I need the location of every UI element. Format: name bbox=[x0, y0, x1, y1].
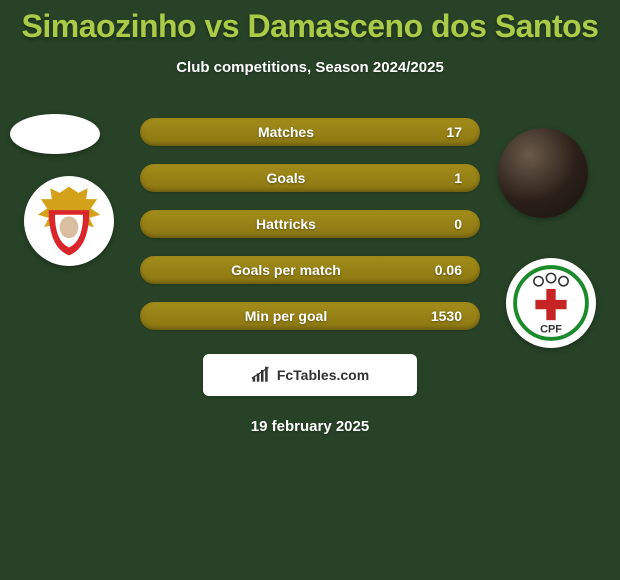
stat-bar: Goals 1 bbox=[140, 164, 480, 192]
club-left-badge bbox=[24, 176, 114, 266]
stat-label: Min per goal bbox=[158, 308, 414, 324]
stat-label: Goals per match bbox=[158, 262, 414, 278]
stat-label: Hattricks bbox=[158, 216, 414, 232]
stat-value: 0 bbox=[414, 216, 462, 232]
comparison-card: Simaozinho vs Damasceno dos Santos Club … bbox=[0, 0, 620, 580]
stat-value: 0.06 bbox=[414, 262, 462, 278]
bars-icon bbox=[251, 366, 271, 384]
date-text: 19 february 2025 bbox=[0, 418, 620, 435]
stat-label: Matches bbox=[158, 124, 414, 140]
stat-bar: Min per goal 1530 bbox=[140, 302, 480, 330]
club-left-crest-icon bbox=[30, 182, 108, 260]
stat-value: 17 bbox=[414, 124, 462, 140]
stat-label: Goals bbox=[158, 170, 414, 186]
page-title: Simaozinho vs Damasceno dos Santos bbox=[0, 8, 620, 45]
stat-value: 1 bbox=[414, 170, 462, 186]
subtitle: Club competitions, Season 2024/2025 bbox=[0, 59, 620, 76]
club-right-crest-icon: CPF bbox=[512, 264, 590, 342]
stat-value: 1530 bbox=[414, 308, 462, 324]
stats-list: Matches 17 Goals 1 Hattricks 0 Goals per… bbox=[140, 118, 480, 330]
stat-bar: Matches 17 bbox=[140, 118, 480, 146]
svg-text:CPF: CPF bbox=[540, 324, 562, 336]
brand-text: FcTables.com bbox=[277, 367, 369, 383]
player-left-avatar bbox=[10, 114, 100, 154]
brand-badge: FcTables.com bbox=[203, 354, 417, 396]
player-right-avatar bbox=[498, 128, 588, 218]
club-right-badge: CPF bbox=[506, 258, 596, 348]
stat-bar: Hattricks 0 bbox=[140, 210, 480, 238]
stat-bar: Goals per match 0.06 bbox=[140, 256, 480, 284]
